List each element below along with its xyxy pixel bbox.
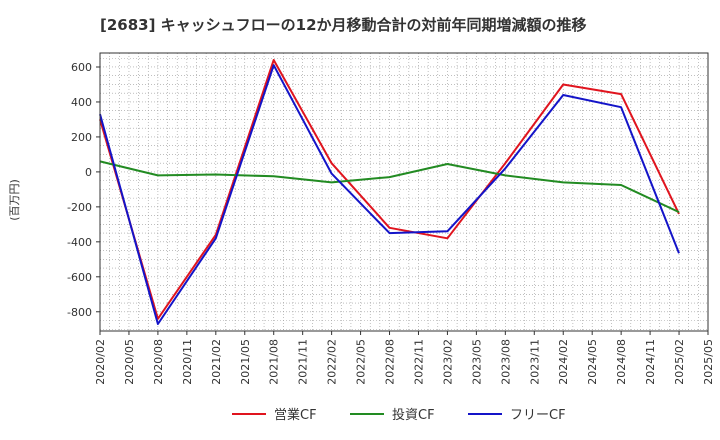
x-tick-label: 2022/05	[355, 339, 368, 385]
y-tick-label: -200	[67, 201, 92, 214]
y-tick-label: 0	[85, 166, 92, 179]
x-tick-label: 2025/05	[702, 339, 715, 385]
x-tick-label: 2022/11	[412, 339, 425, 385]
plot-area	[100, 53, 708, 331]
series-line-1	[99, 59, 680, 320]
chart-title: [2683] キャッシュフローの12か月移動合計の対前年同期増減額の推移	[100, 16, 587, 34]
y-tick-label: 200	[71, 131, 92, 144]
y-tick-label: -600	[67, 271, 92, 284]
x-tick-label: 2020/08	[152, 339, 165, 385]
plot-border	[99, 52, 709, 332]
x-tick-label: 2024/05	[586, 339, 599, 385]
y-tick-label: 400	[71, 96, 92, 109]
x-tick-label: 2021/08	[268, 339, 281, 385]
x-tick-label: 2025/02	[673, 339, 686, 385]
x-tick-label: 2023/11	[528, 339, 541, 385]
x-tick-label: 2023/02	[441, 339, 454, 385]
x-tick-label: 2021/11	[297, 339, 310, 385]
y-axis-label: (百万円)	[8, 179, 21, 221]
x-tick-label: 2024/11	[644, 339, 657, 385]
y-tick-label: -400	[67, 236, 92, 249]
y-tick-label: 600	[71, 61, 92, 74]
legend: 営業CF 投資CF フリーCF	[232, 407, 566, 423]
y-tick-label: -800	[67, 306, 92, 319]
x-tick-label: 2022/02	[326, 339, 339, 385]
legend-label-2: 投資CF	[392, 407, 435, 423]
x-tick-label: 2021/02	[210, 339, 223, 385]
x-tick-label: 2021/05	[239, 339, 252, 385]
x-tick-label: 2023/05	[470, 339, 483, 385]
x-tick-label: 2022/08	[384, 339, 397, 385]
legend-label-3: フリーCF	[510, 408, 566, 423]
y-axis: 600 400 200 0 -200 -400 -600 -800	[67, 61, 100, 319]
legend-label-1: 営業CF	[274, 407, 317, 423]
x-tick-label: 2020/05	[123, 339, 136, 385]
x-tick-label: 2024/08	[615, 339, 628, 385]
series-line-3	[99, 64, 680, 325]
x-axis: 2020/02 2020/05 2020/08 2020/11 2021/02 2021/…	[94, 331, 715, 385]
x-tick-label: 2023/08	[499, 339, 512, 385]
series-lines	[99, 59, 680, 325]
x-tick-label: 2020/11	[181, 339, 194, 385]
series-line-2	[99, 160, 680, 214]
x-tick-label: 2024/02	[557, 339, 570, 385]
x-tick-label: 2020/02	[94, 339, 107, 385]
